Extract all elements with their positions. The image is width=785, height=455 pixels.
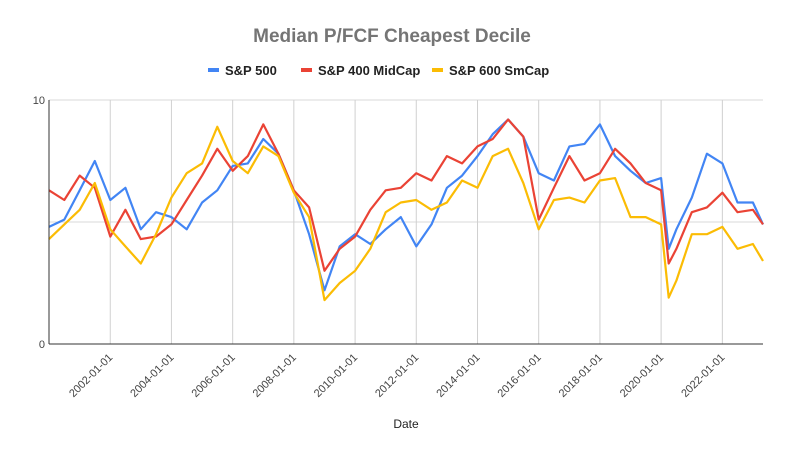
- legend-label: S&P 400 MidCap: [318, 63, 420, 78]
- legend-item[interactable]: S&P 600 SmCap: [432, 63, 549, 78]
- x-tick-label: 2014-01-01: [434, 352, 482, 400]
- x-tick-label: 2012-01-01: [373, 352, 421, 400]
- series-line-2: [48, 125, 764, 302]
- series-line-1: [48, 118, 764, 272]
- x-tick-label: 2016-01-01: [496, 352, 544, 400]
- x-axis-label: Date: [393, 417, 419, 431]
- x-tick-label: 2004-01-01: [128, 352, 176, 400]
- legend-swatch: [301, 68, 312, 72]
- legend-item[interactable]: S&P 500: [208, 63, 277, 78]
- chart-title: Median P/FCF Cheapest Decile: [253, 26, 531, 47]
- legend: S&P 500 S&P 400 MidCap S&P 600 SmCap: [208, 63, 549, 78]
- x-tick-label: 2022-01-01: [679, 352, 727, 400]
- axes: 0 10 2002-01-01 2004-01-01 2006-01-01 2008-01…: [33, 95, 763, 400]
- x-tick-label: 2008-01-01: [251, 352, 299, 400]
- gridlines: [49, 99, 763, 345]
- x-tick-label: 2010-01-01: [312, 352, 360, 400]
- x-tick-label: 2020-01-01: [618, 352, 666, 400]
- series-line-0: [48, 118, 764, 292]
- x-tick-label: 2018-01-01: [557, 352, 605, 400]
- legend-label: S&P 600 SmCap: [449, 63, 549, 78]
- legend-swatch: [432, 68, 443, 72]
- legend-item[interactable]: S&P 400 MidCap: [301, 63, 420, 78]
- x-tick-label: 2006-01-01: [190, 352, 238, 400]
- y-tick-label: 10: [33, 95, 45, 107]
- legend-label: S&P 500: [225, 63, 277, 78]
- series-lines: [48, 118, 764, 302]
- legend-swatch: [208, 68, 219, 72]
- y-tick-label: 0: [39, 339, 45, 351]
- x-tick-label: 2002-01-01: [67, 352, 115, 400]
